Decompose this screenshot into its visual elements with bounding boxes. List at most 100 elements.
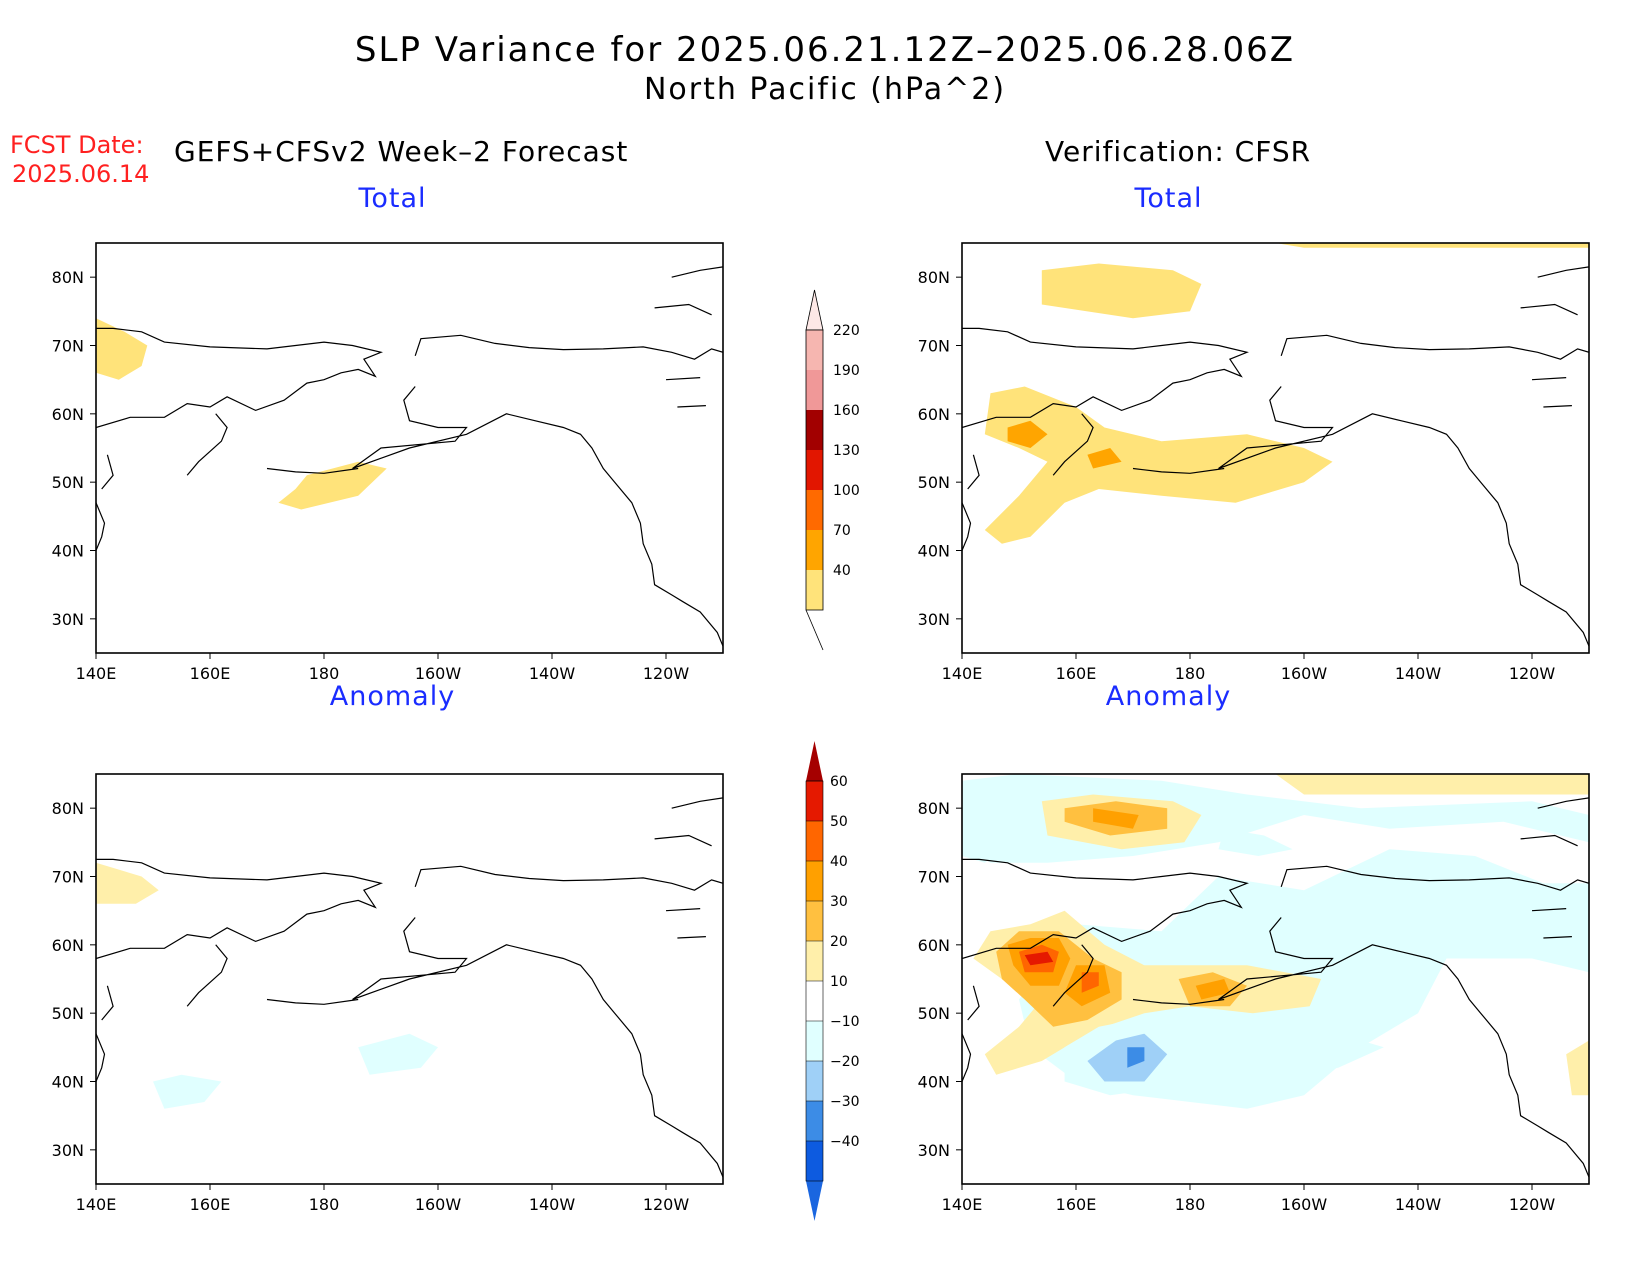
contour-region	[1024, 951, 1054, 966]
x-tick-label: 140W	[529, 664, 576, 683]
coastline	[1132, 467, 1225, 474]
colorbar-segment	[806, 821, 823, 861]
y-tick-label: 30N	[52, 610, 84, 629]
coastline	[1537, 797, 1589, 809]
colorbar-label: 40	[833, 563, 851, 579]
coastline	[1218, 917, 1589, 1178]
contour-region	[358, 1033, 438, 1075]
colorbar-label: 190	[833, 363, 860, 379]
x-tick-label: 160W	[1281, 1195, 1328, 1214]
y-tick-label: 70N	[52, 868, 84, 887]
panel-forecast-anomaly: 140E 160E 180 160W 140W 120W 30N 40N 50N 60N 70N 80…	[52, 773, 724, 1214]
x-tick-label: 180	[1175, 664, 1206, 683]
coastline	[96, 858, 383, 960]
colorbar-label: −20	[830, 1054, 860, 1070]
coastline	[414, 865, 723, 891]
coastline	[1052, 944, 1094, 1007]
colorbar-segment	[806, 450, 823, 490]
colorbar-label: 220	[833, 323, 860, 339]
panel-title-verification-anomaly: Anomaly	[1105, 681, 1232, 712]
colorbar-label: 50	[830, 814, 848, 830]
colorbar-tail	[805, 609, 824, 651]
contour-region	[1093, 808, 1139, 829]
y-tick-label: 40N	[918, 1073, 950, 1092]
contour-region	[1041, 263, 1202, 319]
panel-plot-area	[96, 797, 723, 1178]
coastline	[654, 303, 712, 316]
y-tick-label: 50N	[52, 1004, 84, 1023]
colorbar-label: −40	[830, 1134, 860, 1150]
coastline	[967, 454, 980, 490]
y-tick-label: 50N	[918, 1004, 950, 1023]
x-tick-label: 180	[309, 664, 340, 683]
colorbar-top-arrow	[805, 289, 824, 331]
coastline	[1132, 998, 1225, 1005]
panel-frame	[95, 773, 724, 1185]
x-tick-label: 160E	[190, 1195, 231, 1214]
colorbar-frame	[805, 329, 824, 611]
x-tick-label: 160W	[1281, 664, 1328, 683]
coastline	[962, 327, 1249, 429]
contour-region	[1298, 1040, 1384, 1075]
x-tick-label: 120W	[643, 1195, 690, 1214]
y-tick-label: 70N	[918, 868, 950, 887]
coastline	[671, 797, 723, 809]
coastline	[101, 454, 114, 490]
colorbar-label: 70	[833, 523, 851, 539]
colorbar-segment	[806, 861, 823, 901]
forecast-heading: GEFS+CFSv2 Week–2 Forecast	[174, 135, 629, 168]
coastline	[266, 467, 359, 474]
coastline	[96, 327, 383, 429]
x-tick-label: 140E	[76, 1195, 117, 1214]
y-tick-label: 40N	[52, 1073, 84, 1092]
coastline	[654, 834, 712, 847]
colorbar-segment	[806, 490, 823, 530]
contour-region	[1275, 243, 1589, 248]
x-tick-label: 140W	[1395, 664, 1442, 683]
colorbar-label: 10	[830, 974, 848, 990]
coastline	[352, 386, 723, 647]
colorbar-label: −10	[830, 1014, 860, 1030]
x-tick-label: 140E	[942, 664, 983, 683]
contour-region	[278, 461, 387, 510]
panel-forecast-total: 140E 160E 180 160W 140W 120W 30N 40N 50N 60N 70N 80…	[52, 242, 724, 683]
y-tick-label: 40N	[918, 542, 950, 561]
fcst-date-label: FCST Date:	[10, 131, 144, 159]
coastline	[101, 985, 114, 1021]
coastline	[266, 998, 359, 1005]
coastline	[1537, 266, 1589, 278]
colorbar-segment	[806, 901, 823, 941]
coastline	[665, 377, 701, 381]
y-tick-label: 80N	[52, 268, 84, 287]
y-tick-label: 40N	[52, 542, 84, 561]
colorbar-segment	[806, 1141, 823, 1181]
x-tick-label: 180	[1175, 1195, 1206, 1214]
colorbar-segment	[806, 410, 823, 450]
contour-region	[1275, 774, 1589, 795]
colorbar-label: 20	[830, 934, 848, 950]
coastline	[1280, 334, 1589, 360]
contour-region	[1195, 979, 1230, 1000]
colorbar-segment	[806, 941, 823, 981]
colorbar-segment	[806, 1021, 823, 1061]
contour-region	[1087, 448, 1122, 469]
contour-region	[962, 821, 1002, 863]
coastline	[1543, 405, 1572, 408]
x-tick-label: 160W	[415, 1195, 462, 1214]
y-tick-label: 60N	[52, 405, 84, 424]
contour-region	[96, 862, 159, 904]
y-tick-label: 50N	[918, 473, 950, 492]
y-tick-label: 60N	[52, 936, 84, 955]
panel-title-verification-total: Total	[1134, 183, 1203, 214]
panel-frame	[961, 773, 1590, 1185]
colorbar-anomaly: 60 50 40 30 20 10 −10 −20 −30 −40	[805, 741, 860, 1221]
x-tick-label: 120W	[1509, 664, 1556, 683]
coastline	[96, 1033, 106, 1082]
main-subtitle: North Pacific (hPa^2)	[643, 72, 1007, 107]
panel-frame	[95, 242, 724, 654]
colorbar-segment	[806, 330, 823, 370]
coastline	[1520, 834, 1578, 847]
colorbar-bottom-arrow	[806, 1181, 823, 1221]
panel-verification-anomaly: 140E 160E 180 160W 140W 120W 30N 40N 50N 60N 70N 80…	[918, 773, 1590, 1214]
